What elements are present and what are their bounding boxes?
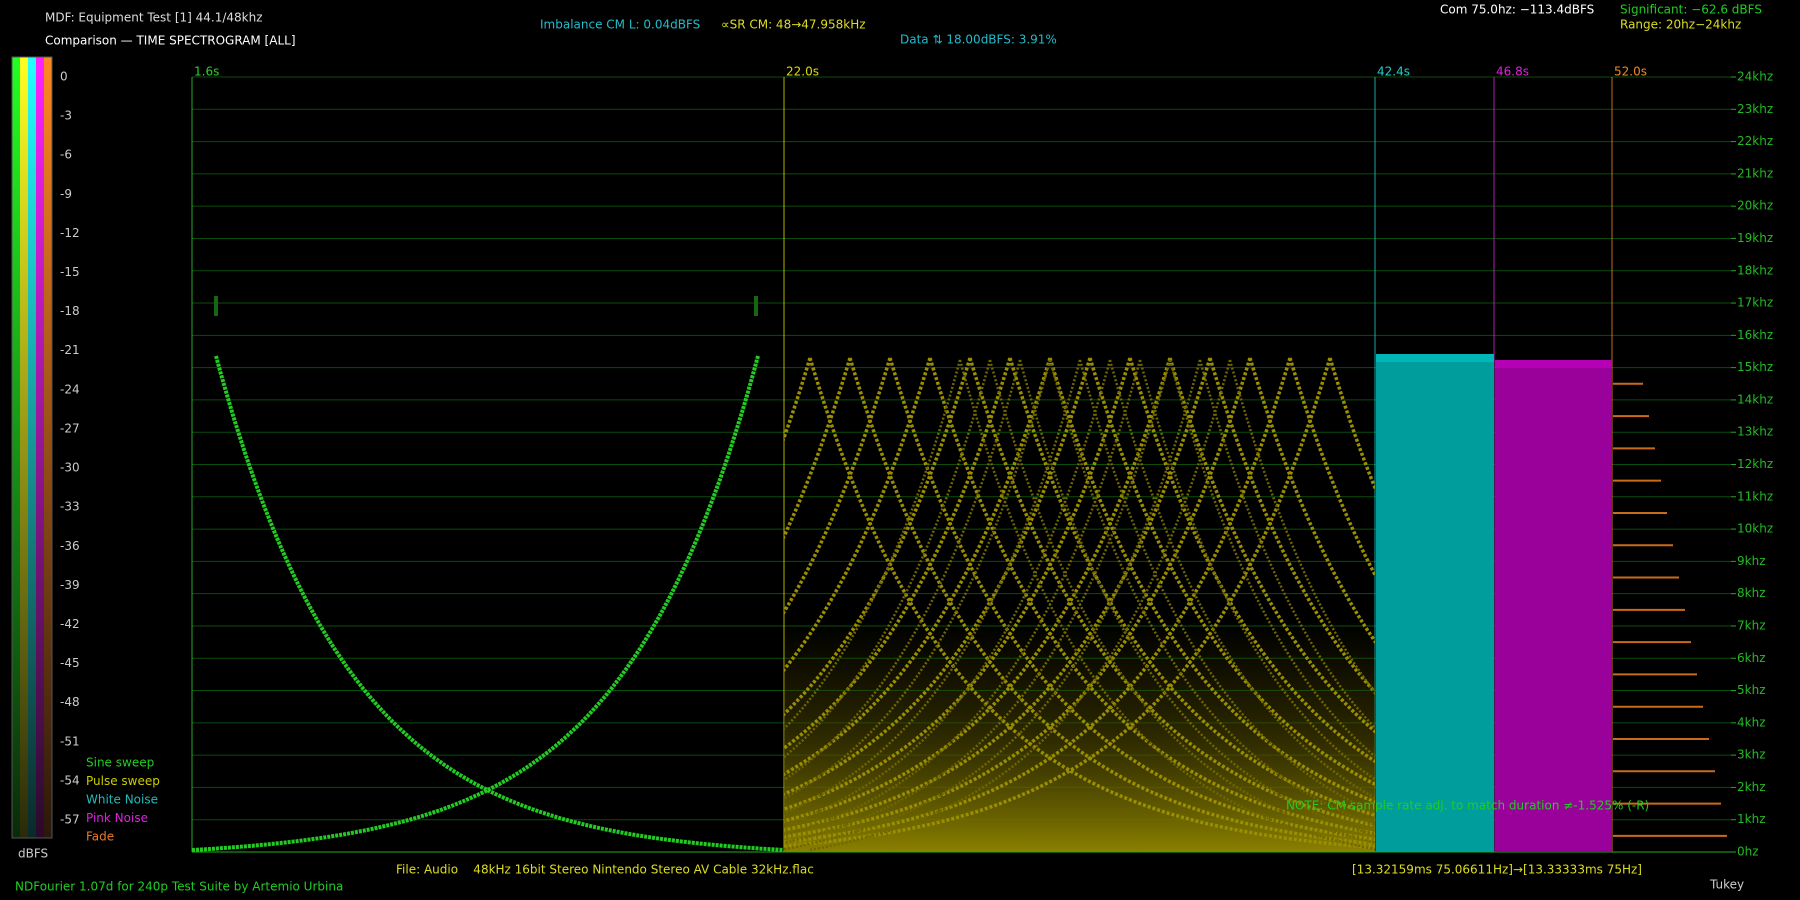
time-marker-label: 46.8s — [1496, 65, 1529, 79]
scale-label: -42 — [60, 617, 80, 631]
scale-label: -18 — [60, 304, 80, 318]
freq-label: 20khz — [1737, 199, 1773, 213]
freq-label: 8khz — [1737, 586, 1766, 600]
freq-label: 19khz — [1737, 231, 1773, 245]
time-marker-label: 22.0s — [786, 65, 819, 79]
timing: [13.32159ms 75.06611Hz]→[13.33333ms 75Hz… — [1352, 863, 1642, 877]
scale-label: -24 — [60, 382, 80, 396]
scale-label: -27 — [60, 421, 80, 435]
data-info: Data ⇅ 18.00dBFS: 3.91% — [900, 33, 1057, 47]
freq-label: 6khz — [1737, 651, 1766, 665]
significant: Significant: −62.6 dBFS — [1620, 3, 1762, 17]
freq-label: 22khz — [1737, 134, 1773, 148]
freq-label: 23khz — [1737, 102, 1773, 116]
subtitle: Comparison — TIME SPECTROGRAM [ALL] — [45, 34, 296, 48]
pulse-curve — [808, 357, 1375, 850]
pulse-curve — [784, 357, 1332, 848]
scale-label: -48 — [60, 695, 80, 709]
freq-label: 9khz — [1737, 554, 1766, 568]
legend-entry: Sine sweep — [86, 756, 154, 770]
freq-label: 4khz — [1737, 715, 1766, 729]
scale-label: -57 — [60, 813, 80, 827]
freq-label: 13khz — [1737, 425, 1773, 439]
pulse-sweep — [784, 357, 1375, 852]
noise-edge — [1495, 360, 1612, 368]
harmonic-speck — [754, 296, 758, 316]
scale-label: -30 — [60, 461, 80, 475]
note: NOTE: CM sample rate adj. to match durat… — [1286, 799, 1649, 813]
title: MDF: Equipment Test [1] 44.1/48khz — [45, 11, 263, 25]
scale-label: -54 — [60, 773, 80, 787]
pulse-curve — [848, 357, 1375, 846]
scale-label: -15 — [60, 265, 80, 279]
white-noise — [1376, 354, 1494, 852]
time-marker-label: 1.6s — [194, 65, 219, 79]
sample-rate: ∝SR CM: 48→47.958kHz — [721, 18, 866, 32]
harmonic-speck — [214, 296, 218, 316]
scale-label: -51 — [60, 734, 80, 748]
pink-noise — [1495, 360, 1612, 852]
scale-label: -3 — [60, 109, 72, 123]
freq-label: 0hz — [1737, 845, 1759, 859]
legend-entry: Fade — [86, 830, 114, 844]
plot-layer — [11, 56, 1736, 853]
scale-label: -36 — [60, 539, 80, 553]
freq-label: 15khz — [1737, 360, 1773, 374]
scale-unit: dBFS — [18, 847, 48, 861]
freq-label: 11khz — [1737, 489, 1773, 503]
noise-edge — [1376, 354, 1494, 362]
freq-label: 18khz — [1737, 263, 1773, 277]
imbalance: Imbalance CM L: 0.04dBFS — [540, 18, 700, 32]
com-info: Com 75.0hz: −113.4dBFS — [1440, 3, 1594, 17]
scale-column — [20, 57, 28, 838]
scale-label: -12 — [60, 226, 80, 240]
scale-column — [28, 57, 36, 838]
freq-label: 14khz — [1737, 392, 1773, 406]
legend-entry: Pink Noise — [86, 811, 148, 825]
credit: NDFourier 1.07d for 240p Test Suite by A… — [15, 880, 343, 894]
freq-label: 17khz — [1737, 296, 1773, 310]
freq-label: 24khz — [1737, 70, 1773, 84]
freq-label: 1khz — [1737, 812, 1766, 826]
freq-label: 12khz — [1737, 457, 1773, 471]
scale-label: -6 — [60, 148, 72, 162]
legend-entry: White Noise — [86, 793, 158, 807]
sine-sweep — [214, 355, 785, 852]
freq-label: 3khz — [1737, 748, 1766, 762]
time-marker-label: 42.4s — [1377, 65, 1410, 79]
freq-label: 16khz — [1737, 328, 1773, 342]
scale-label: -21 — [60, 343, 80, 357]
scale-label: -33 — [60, 500, 80, 514]
file-info: File: Audio 48kHz 16bit Stereo Nintendo … — [396, 863, 814, 877]
window: Tukey — [1709, 878, 1744, 892]
freq-label: 2khz — [1737, 780, 1766, 794]
scale-column — [36, 57, 44, 838]
legend-entry: Pulse sweep — [86, 774, 160, 788]
freq-label: 10khz — [1737, 522, 1773, 536]
freq-label: 21khz — [1737, 166, 1773, 180]
scale-frame — [11, 56, 53, 839]
freq-label: 5khz — [1737, 683, 1766, 697]
scale-column — [44, 57, 52, 838]
pulse-floor — [784, 620, 1375, 852]
sine-sweep — [191, 355, 760, 852]
scale-label: -9 — [60, 187, 72, 201]
time-marker-label: 52.0s — [1614, 65, 1647, 79]
scale-label: -39 — [60, 578, 80, 592]
freq-label: 7khz — [1737, 618, 1766, 632]
scale-label: 0 — [60, 70, 68, 84]
scale-column — [12, 57, 20, 838]
scale-label: -45 — [60, 656, 80, 670]
range: Range: 20hz−24khz — [1620, 18, 1741, 32]
